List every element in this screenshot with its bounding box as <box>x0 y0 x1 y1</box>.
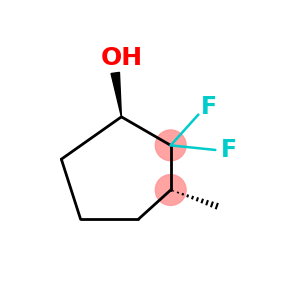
Text: OH: OH <box>100 46 142 70</box>
Text: F: F <box>221 138 237 162</box>
Circle shape <box>155 175 186 206</box>
Circle shape <box>155 130 186 161</box>
Polygon shape <box>111 72 122 117</box>
Text: F: F <box>201 95 217 119</box>
